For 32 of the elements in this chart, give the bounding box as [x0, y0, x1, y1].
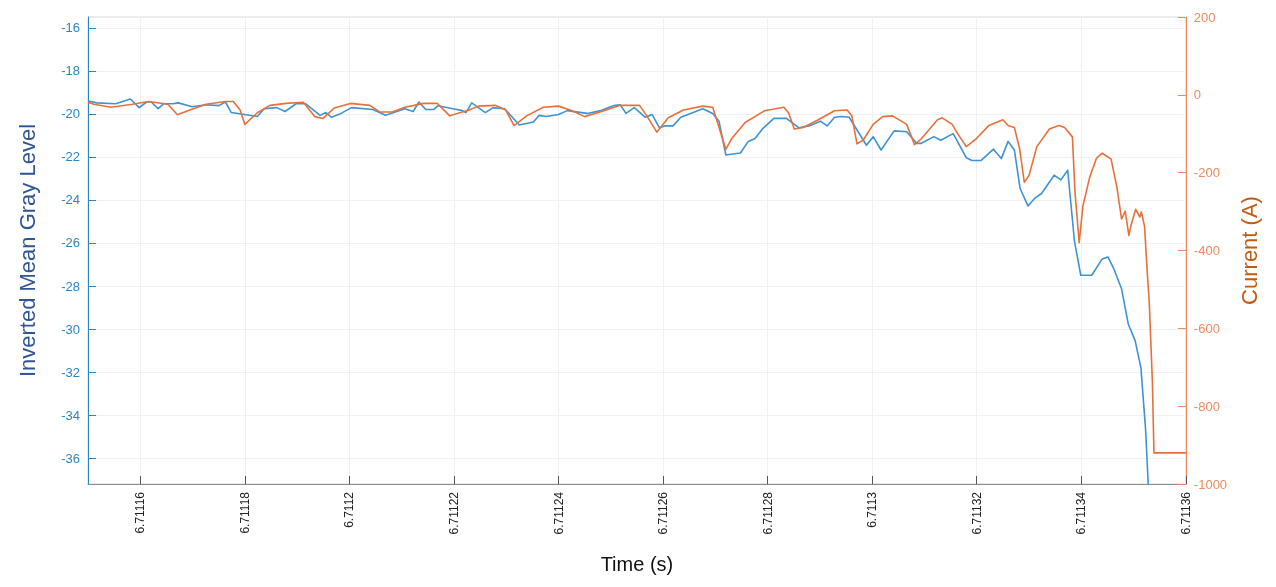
y-tick-label: -28 [61, 278, 80, 294]
y-tick-label: -24 [61, 192, 80, 208]
y-axis-title: Inverted Mean Gray Level [14, 123, 40, 378]
x-tick-label: 6.7113 [865, 491, 880, 528]
x-tick-label: 6.71116 [133, 491, 148, 534]
y-tick-label: -22 [61, 149, 80, 165]
y2-tick-label: -200 [1193, 165, 1220, 181]
y-tick-label: -32 [61, 364, 80, 380]
y-tick-label: -26 [61, 235, 80, 251]
x-tick-label: 6.71122 [446, 491, 461, 535]
x-tick-label: 6.71134 [1074, 491, 1089, 535]
y-tick-label: -20 [61, 106, 80, 122]
x-axis-title: Time (s) [600, 553, 674, 575]
x-tick-label: 6.71118 [237, 491, 252, 534]
y-tick-label: -16 [61, 20, 80, 36]
x-tick-label: 6.71124 [551, 491, 566, 535]
y2-tick-label: 0 [1193, 87, 1202, 103]
y-tick-label: -34 [61, 407, 80, 423]
y2-axis-title: Current (A) [1236, 196, 1262, 305]
y2-tick-label: -800 [1193, 398, 1220, 414]
x-tick-label: 6.71126 [656, 491, 671, 535]
y2-tick-label: -400 [1193, 243, 1220, 258]
x-tick-label: 6.71128 [760, 491, 775, 535]
y-tick-label: -30 [61, 321, 80, 337]
x-tick-label: 6.71136 [1178, 491, 1193, 535]
y-tick-label: -36 [61, 450, 80, 466]
y-tick-label: -18 [61, 63, 80, 79]
y2-tick-label: 200 [1193, 9, 1216, 25]
y2-tick-label: -1000 [1193, 476, 1228, 492]
y2-tick-label: -600 [1193, 320, 1220, 336]
x-tick-label: 6.71132 [969, 491, 984, 535]
x-tick-label: 6.7112 [342, 491, 357, 528]
